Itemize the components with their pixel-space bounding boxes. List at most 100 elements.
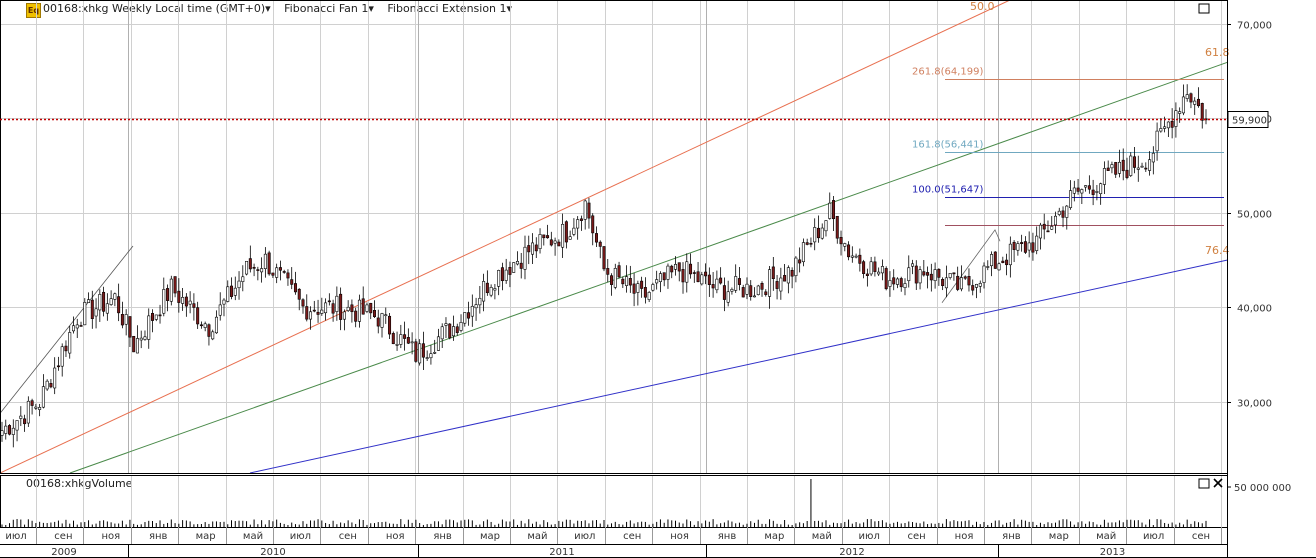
candle-body — [775, 281, 779, 289]
candle — [933, 262, 937, 289]
candle — [275, 263, 279, 284]
candle-body — [937, 268, 941, 278]
candle — [621, 276, 625, 288]
candle — [1121, 148, 1125, 181]
candle-body — [425, 357, 429, 359]
candle — [1144, 162, 1148, 172]
candle — [117, 283, 121, 322]
fan-level-label: 76.4 — [1205, 244, 1230, 257]
candle — [1080, 188, 1084, 204]
candle — [128, 316, 132, 348]
candle — [263, 247, 267, 278]
dropdown-caret-icon[interactable]: ▾ — [265, 2, 271, 15]
candle — [911, 259, 915, 275]
candle-body — [339, 293, 343, 320]
candle-body — [361, 298, 365, 315]
candle — [929, 263, 933, 292]
candle — [500, 262, 504, 291]
candle — [297, 288, 301, 311]
candle-body — [1196, 98, 1200, 107]
candle — [166, 284, 170, 312]
candle — [531, 233, 535, 265]
candle-body — [120, 314, 124, 326]
candle-body — [181, 297, 185, 304]
candle-body — [1069, 190, 1073, 208]
candle — [711, 272, 715, 298]
candle — [692, 270, 696, 283]
candle — [467, 301, 471, 326]
candle-body — [745, 283, 749, 295]
candle-body — [711, 284, 715, 289]
candle-body — [1016, 243, 1020, 251]
dropdown-caret-icon[interactable]: ▾ — [368, 2, 374, 15]
candle — [549, 231, 553, 247]
volume-pane-title: 00168:xhkgVolume — [26, 477, 133, 490]
candle — [903, 278, 907, 296]
study-fibonacci-fan[interactable]: Fibonacci Fan 1 — [284, 2, 369, 15]
candle — [245, 260, 249, 276]
candle — [888, 271, 892, 297]
candle-body — [109, 298, 113, 305]
candle — [971, 279, 975, 296]
candle — [914, 260, 918, 290]
symbol-title[interactable]: 00168:xhkg Weekly Local time (GMT+0) — [43, 2, 266, 15]
candle-body — [105, 303, 109, 314]
candle-body — [60, 346, 64, 367]
candle-body — [768, 269, 772, 297]
candle — [395, 331, 399, 351]
candle — [986, 260, 990, 271]
candle-body — [1133, 156, 1137, 168]
candle-body — [218, 304, 222, 316]
candle-body — [414, 341, 418, 362]
candle-body — [865, 273, 869, 276]
study-fibonacci-extension[interactable]: Fibonacci Extension 1 — [387, 2, 507, 15]
candle-body — [470, 305, 474, 317]
fibonacci-extension: 261.8(64,199) 161.8(56,441) 100.0(51,647) — [912, 67, 1224, 303]
candle-body — [538, 234, 542, 249]
candle-body — [286, 272, 290, 279]
candle — [553, 237, 557, 256]
maximize-volume-icon[interactable] — [1198, 478, 1210, 489]
candle-body — [1065, 205, 1069, 218]
candle-body — [166, 288, 170, 301]
candle-body — [154, 314, 158, 320]
y-tick-label: 50,000 — [1237, 210, 1272, 221]
candle — [602, 246, 606, 272]
chart-grid — [0, 0, 1228, 527]
candlestick-series — [0, 84, 1208, 448]
candle-body — [1200, 103, 1204, 121]
candle-body — [463, 312, 467, 324]
candle-body — [666, 265, 670, 280]
candle-body — [508, 267, 512, 275]
candle-body — [658, 273, 662, 282]
candle — [369, 302, 373, 320]
candle — [23, 414, 27, 432]
candle — [211, 329, 215, 341]
month-label: янв — [149, 531, 168, 542]
candle-body — [888, 280, 892, 287]
app-logo-icon[interactable]: Eq — [26, 3, 41, 18]
candle-body — [561, 223, 565, 248]
candle — [515, 251, 519, 266]
fan-line-618 — [69, 61, 1228, 474]
candle — [636, 280, 640, 306]
candle — [1005, 253, 1009, 276]
month-label: май — [1096, 531, 1116, 542]
candle-body — [440, 326, 444, 340]
candle-body — [651, 284, 655, 291]
candle — [1046, 220, 1050, 233]
candle-body — [327, 300, 331, 303]
candle — [1151, 146, 1155, 175]
candle — [1031, 232, 1035, 261]
candle — [534, 237, 538, 259]
dropdown-caret-icon[interactable]: ▾ — [506, 2, 513, 15]
candle-body — [305, 306, 309, 320]
candle — [907, 255, 911, 288]
candle — [271, 272, 275, 278]
candle-body — [832, 200, 836, 220]
candle — [233, 276, 237, 301]
maximize-pane-icon[interactable] — [1198, 3, 1210, 14]
close-volume-icon[interactable] — [1213, 478, 1223, 488]
candle — [579, 215, 583, 231]
